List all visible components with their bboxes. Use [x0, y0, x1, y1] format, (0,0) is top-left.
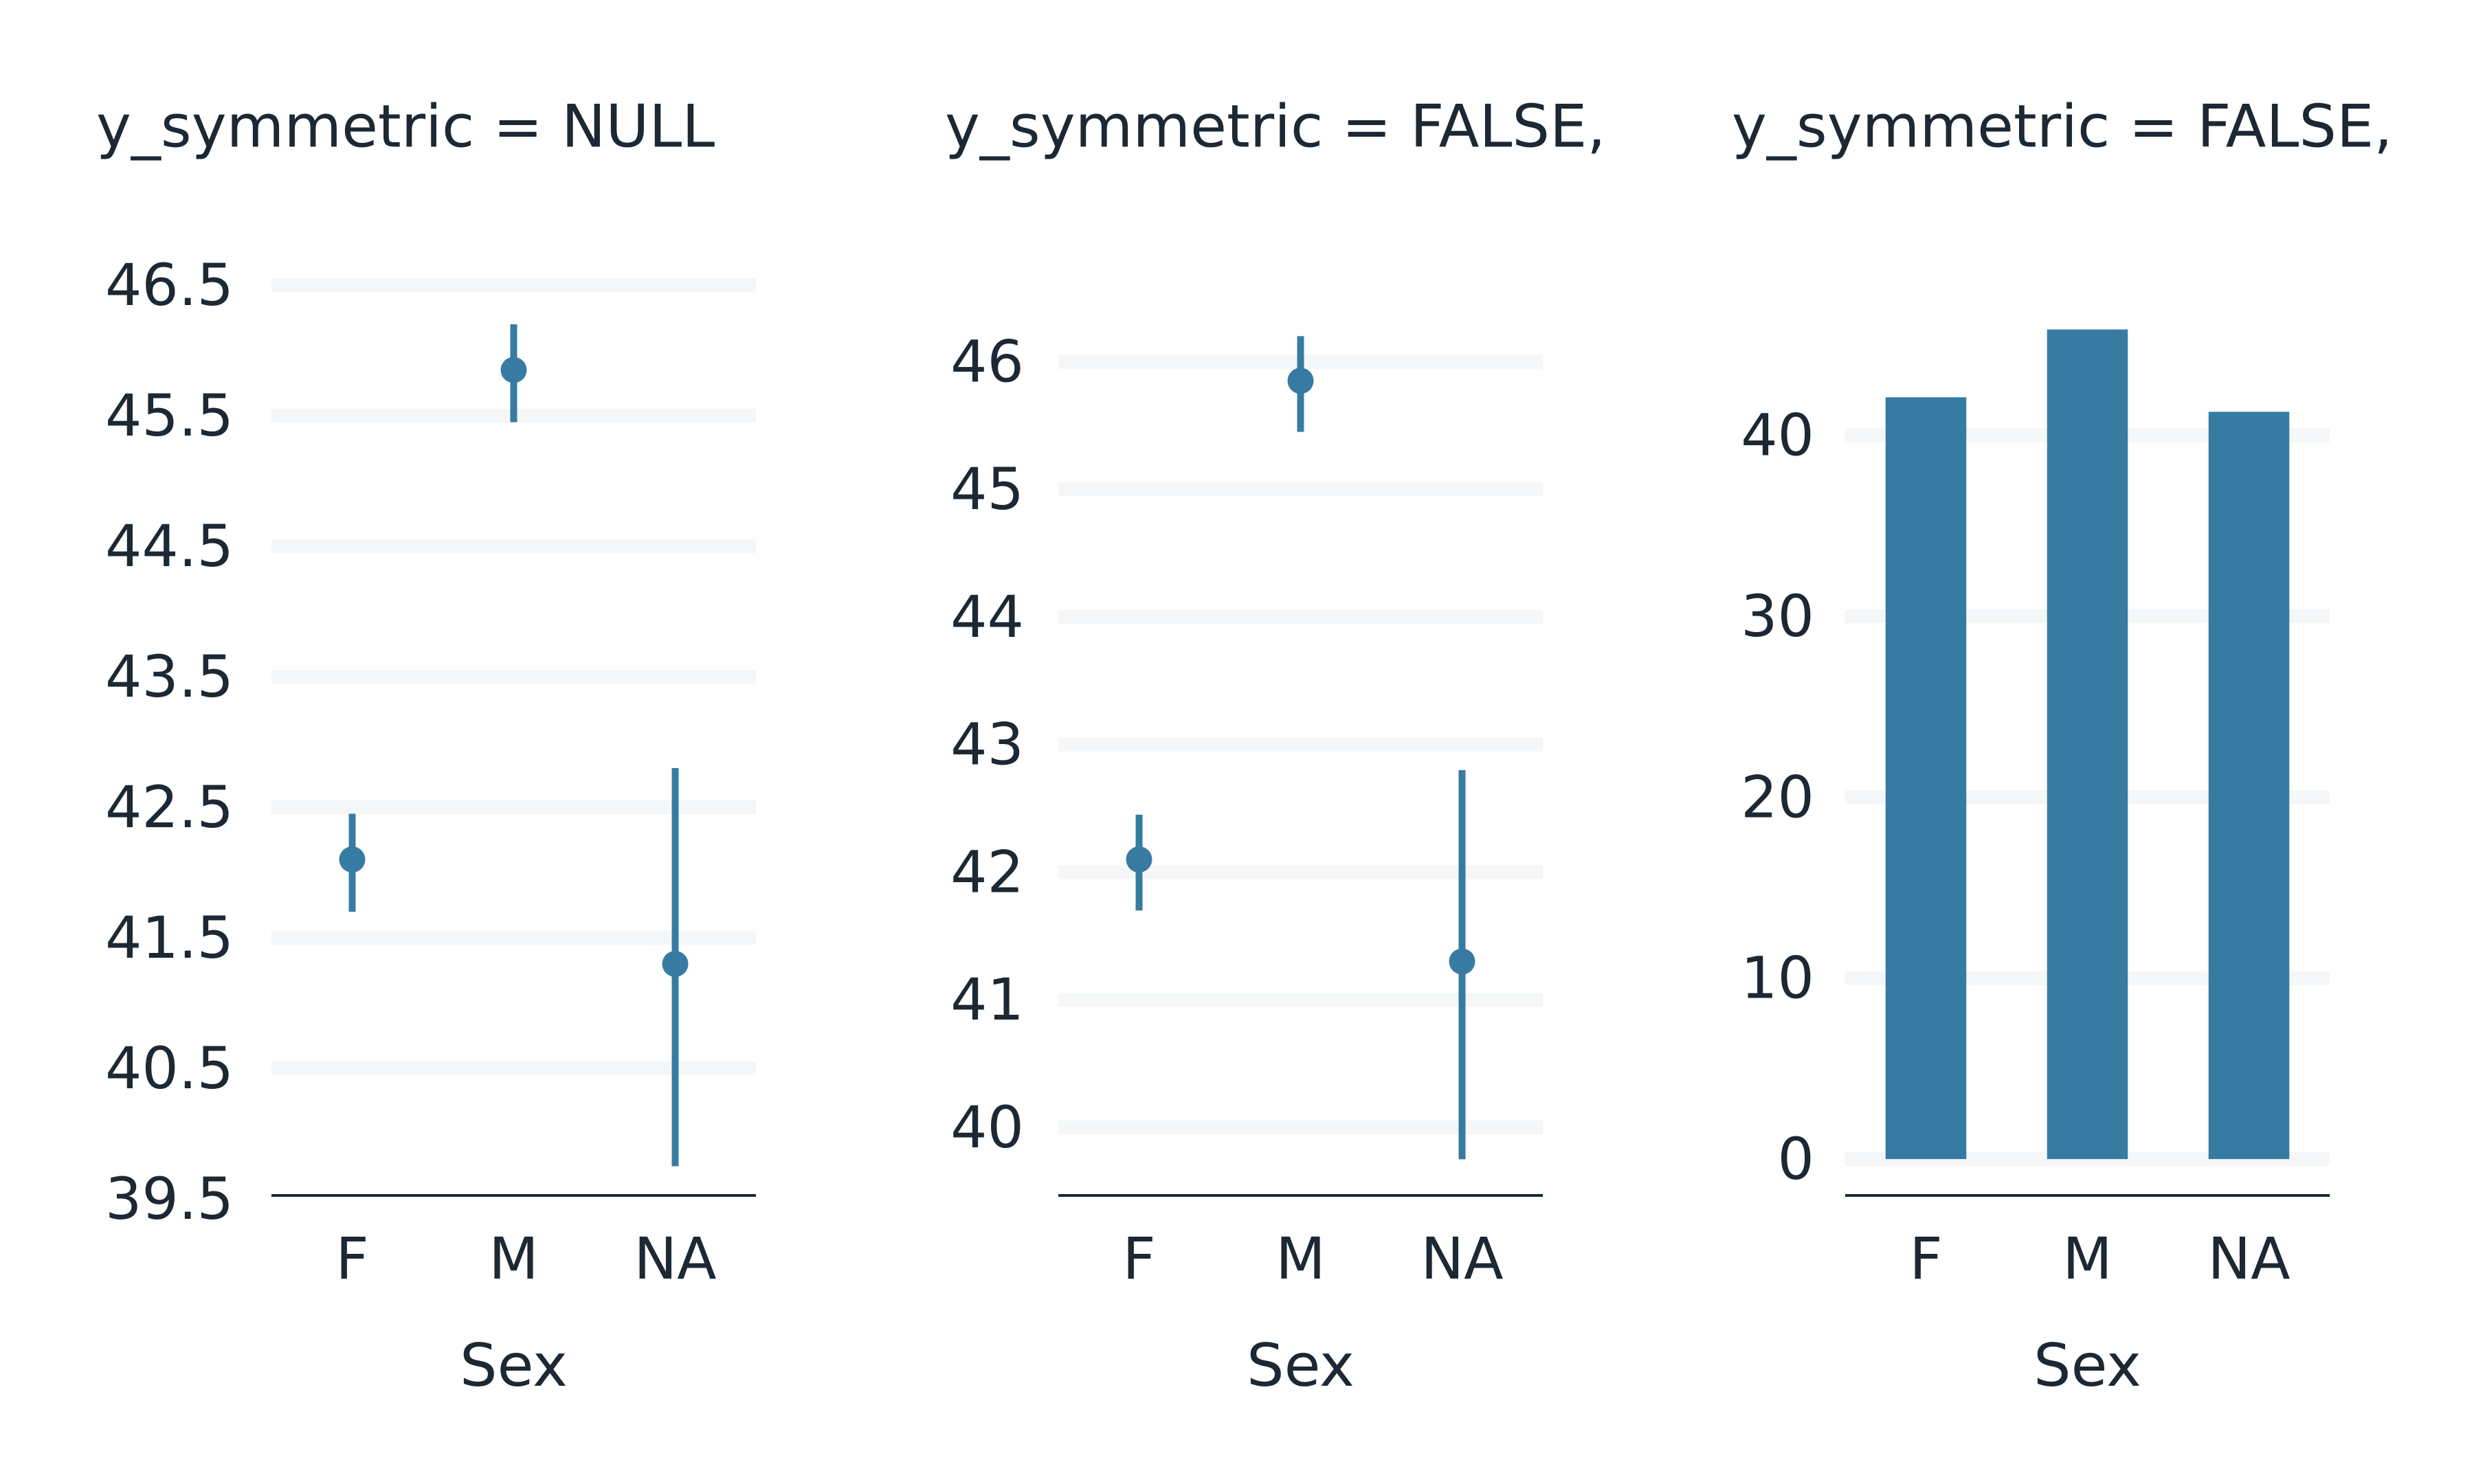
x-tick-label: M: [1275, 1225, 1325, 1292]
point-M: [1287, 368, 1314, 394]
y-tick-label: 20: [1741, 763, 1814, 831]
y-tick-label: 43: [950, 711, 1024, 778]
y-tick-label: 44: [950, 583, 1024, 651]
x-tick-label: NA: [1420, 1225, 1503, 1292]
y-tick-label: 41.5: [105, 904, 234, 971]
y-tick-label: 43.5: [105, 643, 234, 710]
y-tick-label: 42: [950, 838, 1024, 906]
point-NA: [662, 951, 689, 977]
y-tick-label: 44.5: [105, 513, 234, 580]
y-tick-label: 10: [1741, 945, 1814, 1012]
panel-title: y_symmetric = FALSE,: [1732, 92, 2393, 161]
panel-1: y_symmetric = NULL 39.5 40.5 41.5 42.5 43.5 44…: [96, 92, 756, 1400]
point-M: [500, 357, 527, 383]
y-tick-label: 0: [1778, 1125, 1814, 1193]
x-tick-label: F: [1909, 1225, 1942, 1292]
y-tick-label: 42.5: [105, 774, 234, 841]
point-F: [1126, 846, 1152, 873]
point-F: [339, 846, 366, 873]
y-tick-label: 40: [1741, 402, 1814, 469]
y-tick-label: 45.5: [105, 382, 234, 449]
y-tick-label: 46.5: [105, 251, 234, 319]
x-tick-label: NA: [2207, 1225, 2290, 1292]
bar-M: [2047, 329, 2128, 1160]
bar-NA: [2208, 412, 2290, 1160]
y-tick-label: 40: [950, 1094, 1024, 1161]
y-tick-label: 41: [950, 966, 1024, 1033]
y-tick-label: 39.5: [105, 1165, 234, 1233]
x-tick-label: M: [2062, 1225, 2112, 1292]
y-tick-label: 30: [1741, 583, 1814, 650]
y-tick-label: 40.5: [105, 1035, 234, 1102]
x-axis-title: Sex: [1247, 1331, 1355, 1400]
x-axis-title: Sex: [2033, 1331, 2141, 1400]
x-tick-label: M: [489, 1225, 538, 1292]
panel-3: y_symmetric = FALSE, 0 10 20 30 40 F M NA Sex: [1732, 92, 2393, 1400]
x-tick-label: NA: [634, 1225, 716, 1292]
point-NA: [1449, 948, 1475, 975]
panel-title: y_symmetric = NULL: [96, 92, 715, 161]
x-tick-label: F: [335, 1225, 368, 1292]
y-tick-label: 45: [950, 456, 1024, 523]
panel-2: y_symmetric = FALSE, 40 41 42 43 44 45 46 F M NA Se…: [945, 92, 1606, 1400]
y-tick-label: 46: [950, 328, 1024, 395]
bar-F: [1885, 397, 1967, 1160]
x-axis-title: Sex: [460, 1331, 568, 1400]
x-tick-label: F: [1122, 1225, 1155, 1292]
panel-title: y_symmetric = FALSE,: [945, 92, 1606, 161]
